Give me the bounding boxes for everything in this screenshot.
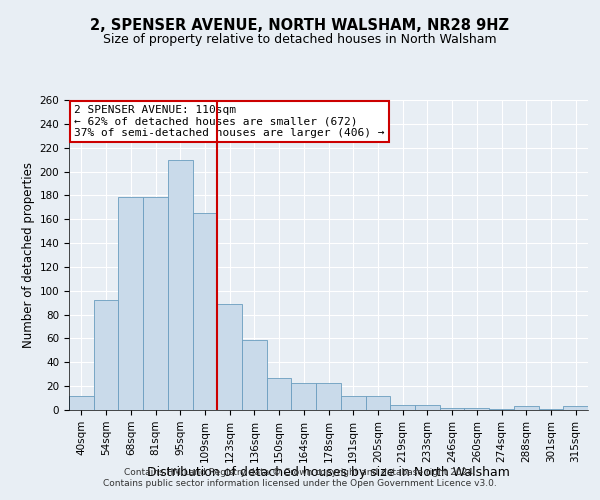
- Bar: [267, 378, 292, 410]
- Bar: [168, 160, 193, 410]
- Bar: [94, 300, 118, 410]
- Bar: [217, 304, 242, 410]
- Bar: [539, 409, 563, 410]
- Bar: [489, 409, 514, 410]
- Y-axis label: Number of detached properties: Number of detached properties: [22, 162, 35, 348]
- Bar: [464, 408, 489, 410]
- Bar: [365, 396, 390, 410]
- X-axis label: Distribution of detached houses by size in North Walsham: Distribution of detached houses by size …: [147, 466, 510, 479]
- Bar: [390, 405, 415, 410]
- Text: Size of property relative to detached houses in North Walsham: Size of property relative to detached ho…: [103, 32, 497, 46]
- Bar: [514, 406, 539, 410]
- Bar: [316, 382, 341, 410]
- Bar: [341, 396, 365, 410]
- Bar: [193, 214, 217, 410]
- Text: 2 SPENSER AVENUE: 110sqm
← 62% of detached houses are smaller (672)
37% of semi-: 2 SPENSER AVENUE: 110sqm ← 62% of detach…: [74, 104, 385, 138]
- Bar: [118, 196, 143, 410]
- Text: 2, SPENSER AVENUE, NORTH WALSHAM, NR28 9HZ: 2, SPENSER AVENUE, NORTH WALSHAM, NR28 9…: [91, 18, 509, 32]
- Bar: [242, 340, 267, 410]
- Bar: [143, 196, 168, 410]
- Bar: [440, 408, 464, 410]
- Bar: [415, 405, 440, 410]
- Bar: [292, 382, 316, 410]
- Bar: [69, 396, 94, 410]
- Text: Contains HM Land Registry data © Crown copyright and database right 2024.
Contai: Contains HM Land Registry data © Crown c…: [103, 468, 497, 487]
- Bar: [563, 406, 588, 410]
